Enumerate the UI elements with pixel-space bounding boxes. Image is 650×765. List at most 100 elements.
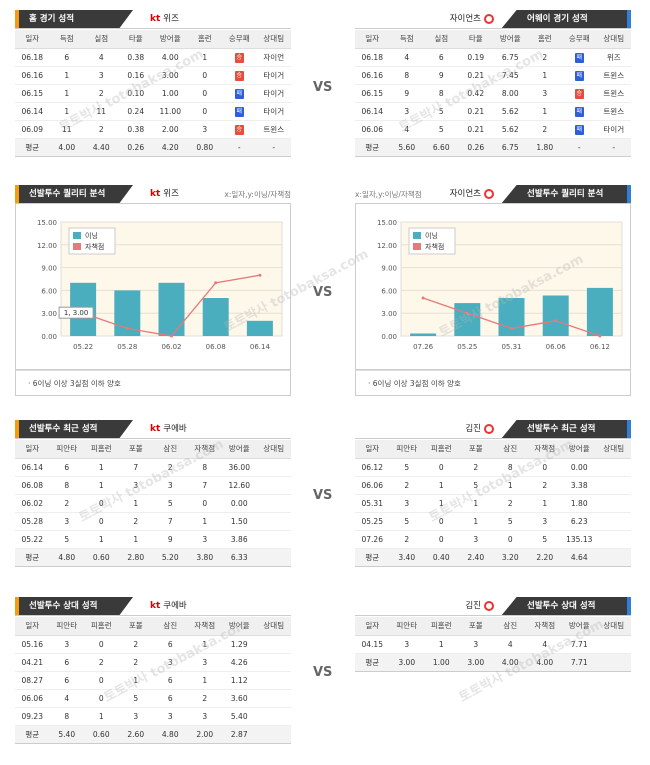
column-header: 실점 [84,30,119,49]
table-row: 05.28 3 0 2 7 1 1.50 [15,512,291,531]
win-badge-icon: 승 [234,124,244,135]
vs-pitcher-panel: 김진 선발투수 상대 성적 일자 피안타 피홈런 포볼 삼진 자책점 방어율 상대팀 04.15… [355,597,631,672]
table-cell: 0.21 [458,66,493,85]
table-cell: 6.23 [562,512,597,531]
axis-note: x:일자,y:이닝/자책점 [355,190,422,199]
column-header: 피안타 [389,617,424,636]
giants-emblem-icon [484,423,494,434]
table-cell: 패 [222,84,257,103]
average-cell: 5.40 [49,725,84,744]
table-cell: 1.80 [562,494,597,513]
average-cell: 0.26 [458,138,493,157]
column-header: 일자 [355,30,390,49]
column-header: 상대팀 [596,30,631,49]
column-header: 삼진 [153,617,188,636]
line-point [258,273,262,277]
table-cell: 3 [49,512,84,531]
team-name: 자이언츠 [449,14,481,24]
table-cell: 3 [389,102,424,121]
line-point [598,334,602,338]
tooltip-text: 1, 3.00 [64,309,89,317]
table-cell: 36.00 [222,458,257,477]
table-cell: 7 [153,512,188,531]
average-cell: 4.64 [562,548,597,567]
column-header: 포볼 [118,617,153,636]
quality-analysis-panel: 선발투수 퀄리티 분석 kt 위즈 x:일자,y:이닝/자책점 0.00 3.00 6… [15,185,291,396]
column-header: 자책점 [187,440,222,459]
table-row: 06.08 8 1 3 3 7 12.60 [15,476,291,495]
table-cell: 0 [424,512,459,531]
table-cell: 승 [222,48,257,67]
table-cell: 1 [84,530,119,549]
stats-table: 일자 피안타 피홈런 포볼 삼진 자책점 방어율 상대팀 04.15 3 1 3 4 4 7.71 평균 3.0… [355,617,631,672]
table-cell: 11 [49,120,84,139]
average-cell: 4.00 [527,653,562,672]
table-cell: 1 [493,476,528,495]
legend-swatch-bar [73,232,81,239]
table-cell: 1 [458,512,493,531]
win-badge-icon: 승 [234,70,244,81]
table-cell: 0 [84,635,119,654]
panel-title: 선발투수 퀄리티 분석 [15,185,133,204]
table-cell: 1 [424,476,459,495]
table-cell: 1 [118,530,153,549]
away-record-panel: 자이언츠 어웨이 경기 성적 일자 득점 실점 타율 방어율 홈런 승무패 상대팀 06.18 4… [355,10,631,157]
table-cell: 7.71 [562,635,597,654]
average-cell: 3.40 [389,548,424,567]
table-cell: 0 [84,671,119,690]
kt-logo: kt [150,14,161,24]
stats-table: 일자 득점 실점 타율 방어율 홈런 승무패 상대팀 06.18 6 4 0.38 4.00 1 승 자이언 0… [15,30,291,157]
table-cell: 패 [562,120,597,139]
average-cell: 5.20 [153,548,188,567]
column-header: 득점 [49,30,84,49]
average-cell [256,548,291,567]
x-tick-label: 07.26 [413,343,434,351]
table-cell: 3 [153,476,188,495]
table-cell: 4 [389,120,424,139]
table-cell: 0.10 [118,84,153,103]
table-cell: 1 [458,494,493,513]
table-cell: 2 [84,120,119,139]
panel-title: 선발투수 퀄리티 분석 [501,185,631,204]
table-row: 06.02 2 0 1 5 0 0.00 [15,494,291,513]
average-cell: 2.80 [118,548,153,567]
table-cell: 5 [424,120,459,139]
table-cell: 타이거 [596,120,631,139]
table-cell: 05.28 [15,512,50,531]
y-tick-label: 12.00 [377,242,397,250]
x-tick-label: 05.31 [501,343,521,351]
y-tick-label: 6.00 [41,287,57,295]
table-row: 06.06 2 1 5 1 2 3.38 [355,476,631,495]
table-cell: 1 [187,635,222,654]
column-header: 방어율 [562,440,597,459]
average-row: 평균 3.40 0.40 2.40 3.20 2.20 4.64 [355,548,631,567]
table-cell: 3 [187,120,222,139]
panel-title: 어웨이 경기 성적 [501,10,631,29]
column-header: 승무패 [222,30,257,49]
team-label: kt 위즈 [150,185,179,204]
average-cell: - [562,138,597,157]
team-label: kt 쿠에바 [150,597,187,616]
line-point [421,296,425,300]
column-header: 자책점 [527,440,562,459]
column-header: 일자 [15,30,50,49]
table-cell: 05.31 [355,494,390,513]
table-cell: 타이거 [256,84,291,103]
table-cell: 2 [118,635,153,654]
table-cell: 5.40 [222,707,257,726]
table-cell: 4 [389,48,424,67]
legend-swatch-bar [413,232,421,239]
line-point [125,326,129,330]
column-header: 방어율 [222,617,257,636]
table-cell: 06.15 [15,84,50,103]
legend-label: 이닝 [85,231,98,240]
column-header: 방어율 [562,617,597,636]
table-cell: 1 [118,671,153,690]
table-cell [596,476,631,495]
table-cell: 8 [49,707,84,726]
average-cell: 4.80 [49,548,84,567]
vs-label: VS [313,80,333,95]
table-header-row: 일자 피안타 피홈런 포볼 삼진 자책점 방어율 상대팀 [355,440,631,459]
table-cell: 2 [458,458,493,477]
column-header: 실점 [424,30,459,49]
